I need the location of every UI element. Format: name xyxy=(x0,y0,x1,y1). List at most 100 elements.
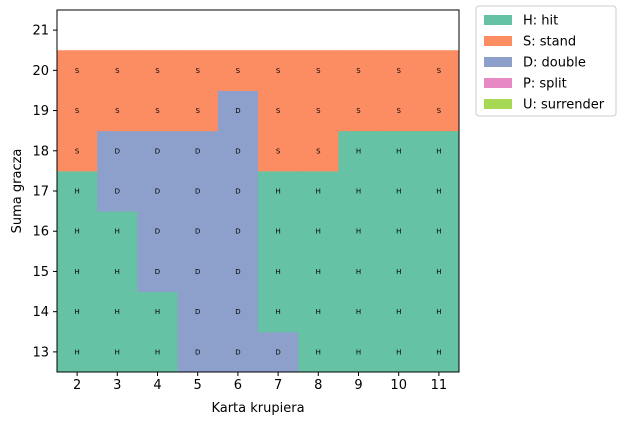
cell-label-8-17: H xyxy=(316,188,321,196)
cell-label-8-14: H xyxy=(316,308,321,316)
x-tick-label-7: 7 xyxy=(274,378,282,393)
cell-label-6-13: D xyxy=(235,348,240,356)
cell-11-18 xyxy=(418,130,460,172)
cell-10-14 xyxy=(378,291,420,333)
cell-label-9-18: H xyxy=(356,147,361,155)
cell-3-17 xyxy=(97,170,138,212)
cell-3-18 xyxy=(97,130,138,172)
cell-2-18 xyxy=(57,130,98,172)
x-tick-label-5: 5 xyxy=(194,378,202,393)
x-tick-label-3: 3 xyxy=(113,378,121,393)
cell-11-20 xyxy=(418,50,460,91)
cell-label-3-18: D xyxy=(115,147,120,155)
cell-label-2-18: S xyxy=(75,147,80,155)
cell-5-16 xyxy=(177,211,219,252)
cell-label-4-14: H xyxy=(155,308,160,316)
cell-label-8-15: H xyxy=(316,268,321,276)
cell-label-10-18: H xyxy=(396,147,401,155)
cell-9-15 xyxy=(338,251,380,293)
cell-7-15 xyxy=(258,251,299,293)
cell-label-6-17: D xyxy=(235,188,240,196)
cell-11-17 xyxy=(418,170,460,212)
cell-label-9-16: H xyxy=(356,228,361,236)
cell-label-3-19: S xyxy=(115,107,120,115)
cell-7-16 xyxy=(258,211,299,252)
cell-7-18 xyxy=(258,130,299,172)
cell-9-18 xyxy=(338,130,380,172)
cell-4-14 xyxy=(137,291,179,333)
cell-label-7-20: S xyxy=(276,67,281,75)
cell-4-13 xyxy=(137,331,179,373)
cell-10-20 xyxy=(378,50,420,91)
cell-label-11-16: H xyxy=(436,228,441,236)
y-tick-label-17: 17 xyxy=(32,185,49,200)
cell-label-2-19: S xyxy=(75,107,80,115)
cell-label-11-17: H xyxy=(436,188,441,196)
cell-label-5-17: D xyxy=(195,188,200,196)
y-tick-label-16: 16 xyxy=(32,225,49,240)
cell-label-4-18: D xyxy=(155,147,160,155)
cell-9-14 xyxy=(338,291,380,333)
cell-label-10-15: H xyxy=(396,268,401,276)
cell-3-16 xyxy=(97,211,138,252)
cell-label-7-19: S xyxy=(276,107,281,115)
cell-10-17 xyxy=(378,170,420,212)
cell-label-6-18: D xyxy=(235,147,240,155)
cell-5-18 xyxy=(177,130,219,172)
cell-7-13 xyxy=(258,331,299,373)
y-tick-label-21: 21 xyxy=(32,24,49,39)
cell-label-5-13: D xyxy=(195,348,200,356)
cell-label-9-14: H xyxy=(356,308,361,316)
cell-label-3-15: H xyxy=(115,268,120,276)
cell-2-16 xyxy=(57,211,98,252)
cell-label-2-16: H xyxy=(74,228,79,236)
cell-2-15 xyxy=(57,251,98,293)
cell-2-14 xyxy=(57,291,98,333)
cell-label-9-15: H xyxy=(356,268,361,276)
cell-6-18 xyxy=(217,130,259,172)
cell-10-16 xyxy=(378,211,420,252)
cell-5-20 xyxy=(177,50,219,91)
legend-swatch-D xyxy=(484,57,512,67)
cell-label-7-17: H xyxy=(275,188,280,196)
cell-label-10-20: S xyxy=(396,67,401,75)
cell-label-2-20: S xyxy=(75,67,80,75)
cell-label-4-16: D xyxy=(155,228,160,236)
cell-9-20 xyxy=(338,50,380,91)
x-axis-label: Karta krupiera xyxy=(211,401,304,416)
cell-4-18 xyxy=(137,130,179,172)
cell-7-20 xyxy=(258,50,299,91)
cell-label-6-16: D xyxy=(235,228,240,236)
legend-swatch-H xyxy=(484,15,512,25)
cell-labels: H H H D D D H H H H H H H D D H H H H H H H D D D H H H H H H H D D D H H H H H… xyxy=(74,67,441,357)
cell-label-8-19: S xyxy=(316,107,321,115)
cell-label-2-15: H xyxy=(74,268,79,276)
cell-9-19 xyxy=(338,90,380,132)
y-tick-label-20: 20 xyxy=(32,64,49,79)
y-tick-label-15: 15 xyxy=(32,265,49,280)
cell-3-14 xyxy=(97,291,138,333)
cell-9-16 xyxy=(338,211,380,252)
cell-3-19 xyxy=(97,90,138,132)
cell-11-19 xyxy=(418,90,460,132)
cell-label-10-19: S xyxy=(396,107,401,115)
cell-2-13 xyxy=(57,331,98,373)
legend-swatch-S xyxy=(484,36,512,46)
cell-8-14 xyxy=(298,291,339,333)
cell-label-7-14: H xyxy=(275,308,280,316)
cell-10-18 xyxy=(378,130,420,172)
cell-6-19 xyxy=(217,90,259,132)
cell-label-10-13: H xyxy=(396,348,401,356)
cell-label-4-19: S xyxy=(155,107,160,115)
cell-label-9-20: S xyxy=(356,67,361,75)
cell-8-13 xyxy=(298,331,339,373)
cell-8-16 xyxy=(298,211,339,252)
cell-label-11-14: H xyxy=(436,308,441,316)
cell-label-11-19: S xyxy=(437,107,442,115)
cell-label-3-13: H xyxy=(115,348,120,356)
cell-5-19 xyxy=(177,90,219,132)
cell-8-17 xyxy=(298,170,339,212)
cell-label-3-20: S xyxy=(115,67,120,75)
cell-6-15 xyxy=(217,251,259,293)
cell-label-6-15: D xyxy=(235,268,240,276)
